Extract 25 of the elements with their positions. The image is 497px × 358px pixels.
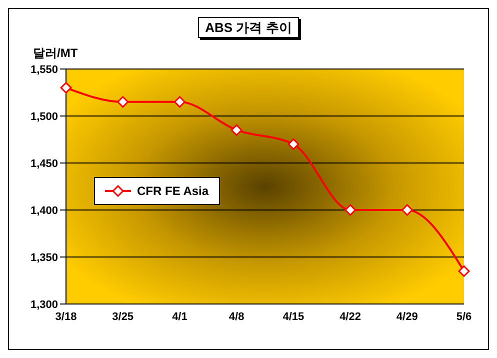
chart-title: ABS 가격 추이 <box>198 17 299 38</box>
x-tick-label: 4/1 <box>172 310 188 323</box>
point <box>344 204 356 216</box>
y-tick-label: 1,300 <box>30 298 58 311</box>
y-tick-label: 1,450 <box>30 158 58 170</box>
x-tick-label: 3/25 <box>112 310 134 323</box>
x-tick-label: 4/29 <box>396 310 418 323</box>
y-tick-label: 1,550 <box>30 64 58 76</box>
point <box>288 138 300 150</box>
y-tick-label: 1,500 <box>30 110 58 123</box>
y-axis-title: 달러/MT <box>33 45 78 62</box>
y-tick-label: 1,350 <box>30 252 58 264</box>
y-tick-label: 1,400 <box>30 204 58 217</box>
x-tick-label: 3/18 <box>55 310 77 323</box>
point <box>60 82 72 94</box>
point <box>458 265 470 277</box>
legend-label: CFR FE Asia <box>137 184 209 198</box>
point <box>401 204 413 216</box>
x-tick-label: 4/15 <box>282 310 304 323</box>
point <box>230 124 242 136</box>
point <box>174 96 186 108</box>
point <box>117 96 129 108</box>
x-tick-label: 5/6 <box>456 310 472 323</box>
x-tick-label: 4/8 <box>228 310 244 323</box>
x-tick-label: 4/22 <box>340 310 361 323</box>
